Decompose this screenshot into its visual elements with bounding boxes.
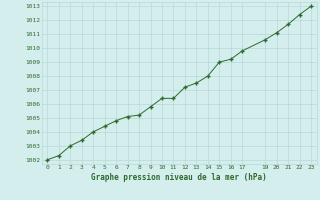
X-axis label: Graphe pression niveau de la mer (hPa): Graphe pression niveau de la mer (hPa): [91, 173, 267, 182]
